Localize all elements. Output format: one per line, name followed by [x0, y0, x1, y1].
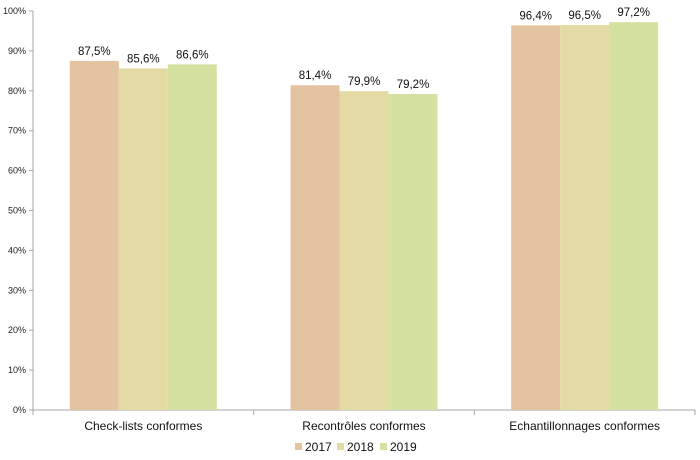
legend-swatch-2017 — [295, 443, 302, 450]
bar-2019 — [609, 22, 659, 411]
y-tick-label: 40% — [8, 245, 26, 255]
legend-label: 2019 — [390, 440, 417, 454]
data-label: 97,2% — [617, 7, 650, 19]
data-label: 87,5% — [78, 46, 111, 58]
data-labels: 87,5% 85,6% 86,6% 81,4% 79,9% 79,2% 96,4% 96,5%… — [78, 7, 650, 91]
y-tick-label: 60% — [8, 166, 26, 176]
category-label: Recontrôles conformes — [302, 419, 425, 433]
y-tick-label: 0% — [13, 405, 26, 415]
bar-2017 — [69, 60, 119, 410]
bar-2019 — [167, 64, 217, 410]
data-label: 86,6% — [176, 49, 209, 61]
y-axis: 0% 10% 20% 30% 40% 50% 60% 70% 80% 90% 100% — [3, 6, 34, 415]
bar-2018 — [118, 68, 168, 411]
data-label: 96,5% — [568, 10, 601, 22]
bar-2017 — [511, 25, 561, 410]
y-tick-label: 80% — [8, 86, 26, 96]
y-tick-label: 100% — [3, 6, 26, 16]
y-tick-label: 70% — [8, 126, 26, 136]
bar-2018 — [560, 24, 610, 411]
data-label: 96,4% — [519, 10, 552, 22]
legend-swatch-2019 — [380, 443, 387, 450]
y-tick-label: 30% — [8, 285, 26, 295]
y-tick-label: 20% — [8, 325, 26, 335]
bar-2019 — [388, 93, 438, 410]
legend: 2017 2018 2019 — [295, 440, 417, 454]
x-axis: Check-lists conformes Recontrôles conform… — [32, 409, 696, 433]
data-label: 85,6% — [127, 53, 160, 65]
legend-swatch-2018 — [337, 443, 344, 450]
category-label: Check-lists conformes — [84, 419, 202, 433]
y-tick-label: 10% — [8, 365, 26, 375]
bars — [69, 22, 659, 411]
y-tick-label: 90% — [8, 46, 26, 56]
data-label: 79,2% — [397, 79, 430, 91]
data-label: 79,9% — [348, 76, 381, 88]
legend-label: 2018 — [347, 440, 374, 454]
bar-2017 — [290, 85, 340, 411]
legend-label: 2017 — [305, 440, 332, 454]
data-label: 81,4% — [299, 70, 332, 82]
y-tick-label: 50% — [8, 206, 26, 216]
category-label: Echantillonnages conformes — [509, 419, 660, 433]
bar-2018 — [339, 91, 389, 410]
